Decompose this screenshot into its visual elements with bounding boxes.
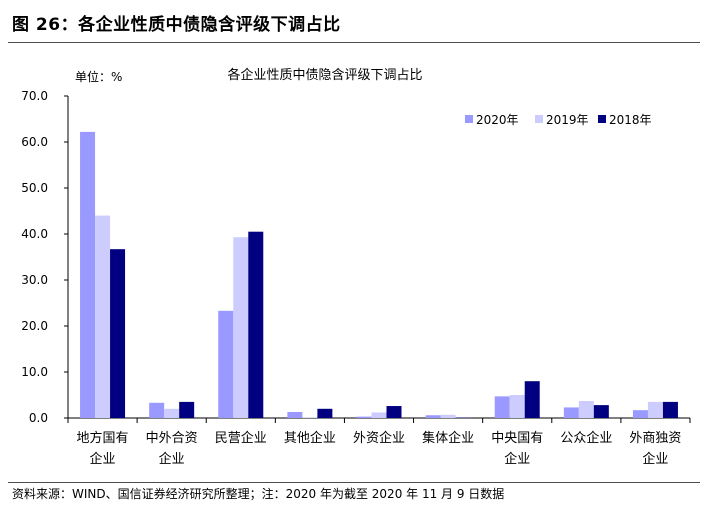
legend-label: 2018年 [609,113,652,127]
x-tick-label: 外资企业 [353,430,405,446]
x-tick-label: 中央国有 [491,431,543,446]
y-tick-label: 70.0 [21,89,48,103]
x-tick-label: 企业 [504,451,530,467]
bar-2020年 [80,131,96,418]
legend-swatch [465,115,473,123]
y-tick-label: 0.0 [29,411,48,425]
x-tick-label: 外商独资 [629,431,681,446]
x-tick-label: 企业 [90,451,116,467]
x-tick-label: 企业 [159,451,185,467]
x-tick-label: 集体企业 [422,430,474,446]
bar-2018年 [110,249,126,418]
y-tick-label: 10.0 [21,365,48,379]
bar-chart: 各企业性质中债隐含评级下调占比 单位：% 0.0 10.0 20.0 30.0 40.0… [21,67,691,467]
chart-title: 各企业性质中债隐含评级下调占比 [227,67,422,83]
y-tick-label: 40.0 [21,227,48,241]
legend-swatch [598,115,606,123]
bar-2018年 [662,401,678,418]
bar-2020年 [149,402,165,418]
legend-label: 2019年 [546,113,589,127]
bar-2020年 [632,410,648,418]
legend: 2020年 2019年 2018年 [465,113,652,127]
bottom-rule [8,482,700,483]
legend-swatch [535,115,543,123]
bar-2019年 [647,401,663,418]
x-tick-label: 企业 [642,451,668,467]
bar-2018年 [593,405,609,418]
bar-2019年 [95,215,111,418]
bar-2019年 [509,395,525,418]
bar-2020年 [494,396,510,418]
x-tick-label: 其他企业 [284,430,336,446]
source-note: 资料来源：WIND、国信证券经济研究所整理；注：2020 年为截至 2020 年… [12,487,505,501]
figure-header: 图 26：各企业性质中债隐含评级下调占比 [0,0,707,42]
bars [80,131,678,418]
y-tick-label: 50.0 [21,181,48,195]
x-tick-label: 公众企业 [560,430,612,446]
bar-2019年 [440,414,456,418]
x-tick-label: 中外合资 [146,431,198,446]
unit-label: 单位：% [75,69,122,84]
bar-2018年 [317,408,333,418]
bar-2020年 [287,412,303,418]
y-tick-label: 30.0 [21,273,48,287]
y-tick-label: 60.0 [21,135,48,149]
bar-2019年 [371,412,387,418]
top-rule [8,42,700,43]
bar-2018年 [386,406,402,418]
bar-2020年 [218,310,234,418]
x-tick-label: 地方国有 [77,430,129,446]
bar-2020年 [425,415,441,418]
legend-label: 2020年 [476,113,519,127]
x-tick-label: 民营企业 [215,430,267,446]
bar-2019年 [164,408,180,418]
bar-2018年 [248,231,264,418]
bar-2020年 [563,407,579,418]
figure-title: 图 26：各企业性质中债隐含评级下调占比 [12,15,341,35]
y-tick-label: 20.0 [21,319,48,333]
bar-2018年 [179,401,195,418]
bar-2019年 [578,400,594,418]
bar-2018年 [524,381,540,418]
bar-2020年 [356,416,372,418]
bar-2019年 [233,237,249,418]
